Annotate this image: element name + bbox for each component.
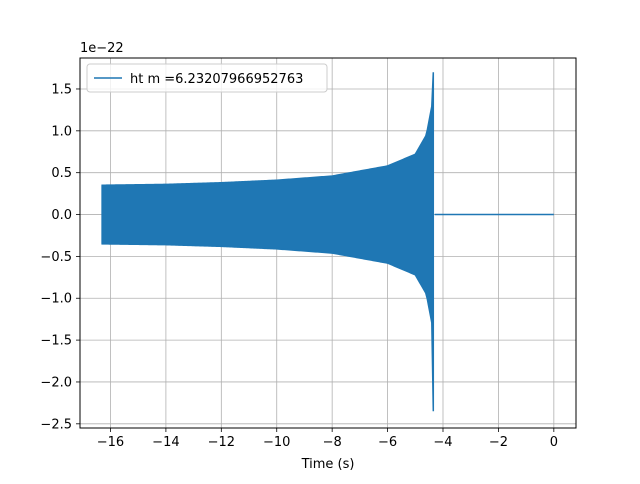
legend-box bbox=[86, 63, 328, 93]
x-tick-label: −10 bbox=[263, 435, 290, 450]
axes-frame bbox=[79, 57, 577, 429]
x-tick-label: −6 bbox=[378, 435, 397, 450]
x-tick-label: 0 bbox=[550, 435, 558, 450]
y-tick-label: −1.0 bbox=[40, 292, 72, 307]
y-axis-multiplier: 1e−22 bbox=[80, 41, 124, 56]
y-tick-label: 1.5 bbox=[51, 82, 72, 97]
legend: ht m =6.23207966952763 bbox=[86, 63, 328, 93]
x-tick-label: −14 bbox=[152, 435, 179, 450]
x-tick-label: −2 bbox=[489, 435, 508, 450]
legend-label-series-0: ht m =6.23207966952763 bbox=[130, 72, 303, 87]
x-axis-label: Time (s) bbox=[301, 457, 355, 472]
y-tick-label: −1.5 bbox=[40, 334, 72, 349]
x-axis: −16 −14 −12 −10 −8 −6 −4 −2 0 bbox=[97, 428, 558, 450]
y-tick-label: 0.0 bbox=[51, 208, 72, 223]
x-tick-label: −16 bbox=[97, 435, 124, 450]
y-axis: −2.5 −2.0 −1.5 −1.0 −0.5 0.0 0.5 1.0 1.5 bbox=[40, 82, 80, 432]
series-0-oscillation bbox=[101, 72, 435, 412]
x-tick-label: −12 bbox=[208, 435, 235, 450]
x-tick-label: −8 bbox=[323, 435, 342, 450]
y-tick-label: −0.5 bbox=[40, 250, 72, 265]
y-tick-label: −2.0 bbox=[40, 375, 72, 390]
y-tick-label: −2.5 bbox=[40, 417, 72, 432]
plot-area bbox=[101, 72, 554, 412]
y-tick-label: 1.0 bbox=[51, 124, 72, 139]
x-tick-label: −4 bbox=[433, 435, 452, 450]
y-tick-label: 0.5 bbox=[51, 166, 72, 181]
